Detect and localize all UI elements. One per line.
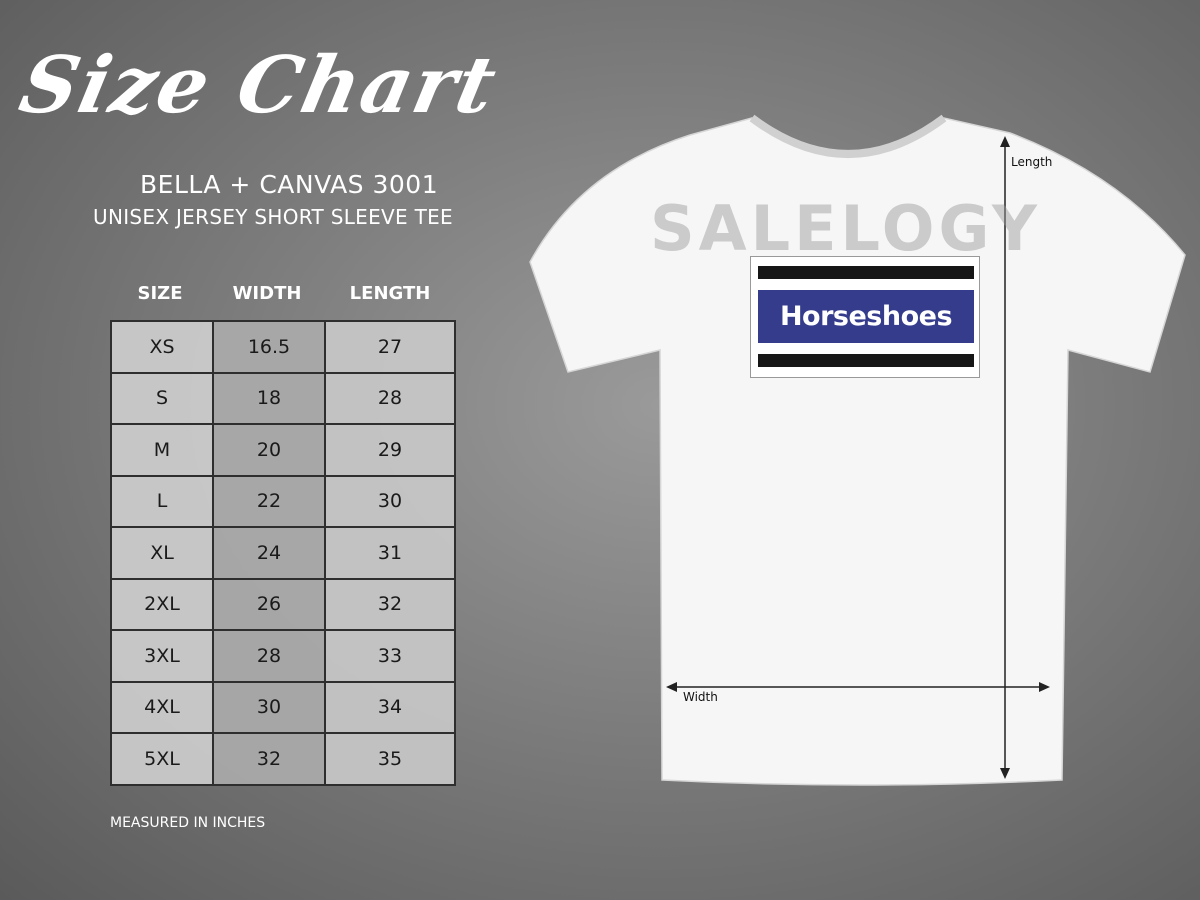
- arrow-down-icon: [1000, 768, 1010, 779]
- table-row: XS 16.5 27: [110, 320, 456, 374]
- size-cell: L: [110, 474, 214, 528]
- arrow-up-icon: [1000, 136, 1010, 147]
- width-cell: 24: [212, 526, 326, 580]
- length-cell: 35: [324, 732, 456, 786]
- size-cell: 3XL: [110, 629, 214, 683]
- length-cell: 30: [324, 474, 456, 528]
- design-text: Horseshoes: [758, 290, 974, 343]
- size-cell: XS: [110, 320, 214, 374]
- width-cell: 28: [212, 629, 326, 683]
- design-top-stripe: [758, 266, 974, 279]
- width-cell: 20: [212, 423, 326, 477]
- table-row: XL 24 31: [110, 526, 456, 580]
- arrow-right-icon: [1039, 682, 1050, 692]
- width-cell: 32: [212, 732, 326, 786]
- design-bottom-stripe: [758, 354, 974, 367]
- brand-model: BELLA + CANVAS 3001: [140, 170, 439, 199]
- arrow-left-icon: [666, 682, 677, 692]
- size-cell: S: [110, 371, 214, 425]
- table-row: 2XL 26 32: [110, 577, 456, 631]
- length-cell: 27: [324, 320, 456, 374]
- table-row: 4XL 30 34: [110, 680, 456, 734]
- width-cell: 30: [212, 680, 326, 734]
- width-cell: 18: [212, 371, 326, 425]
- length-cell: 31: [324, 526, 456, 580]
- header-length: LENGTH: [349, 283, 431, 304]
- units-note: MEASURED IN INCHES: [110, 815, 266, 831]
- length-cell: 34: [324, 680, 456, 734]
- size-cell: 5XL: [110, 732, 214, 786]
- header-size: SIZE: [137, 283, 183, 304]
- width-cell: 26: [212, 577, 326, 631]
- table-row: 3XL 28 33: [110, 629, 456, 683]
- product-subtitle: UNISEX JERSEY SHORT SLEEVE TEE: [93, 205, 453, 229]
- length-cell: 29: [324, 423, 456, 477]
- size-cell: XL: [110, 526, 214, 580]
- length-cell: 32: [324, 577, 456, 631]
- header-width: WIDTH: [232, 283, 302, 304]
- size-cell: 2XL: [110, 577, 214, 631]
- watermark: SALELOGY: [650, 192, 1041, 265]
- table-row: L 22 30: [110, 474, 456, 528]
- width-cell: 16.5: [212, 320, 326, 374]
- table-row: M 20 29: [110, 423, 456, 477]
- size-cell: 4XL: [110, 680, 214, 734]
- size-table: XS 16.5 27 S 18 28 M 20 29 L 22 30 XL 24 31 2XL 26 32 3XL 2…: [110, 320, 456, 786]
- length-cell: 33: [324, 629, 456, 683]
- table-row: S 18 28: [110, 371, 456, 425]
- length-cell: 28: [324, 371, 456, 425]
- shirt-design: Horseshoes: [750, 256, 980, 378]
- length-label: Length: [1011, 155, 1053, 169]
- tshirt-collar: [749, 114, 947, 158]
- width-label: Width: [683, 690, 718, 704]
- size-cell: M: [110, 423, 214, 477]
- table-row: 5XL 32 35: [110, 732, 456, 786]
- width-cell: 22: [212, 474, 326, 528]
